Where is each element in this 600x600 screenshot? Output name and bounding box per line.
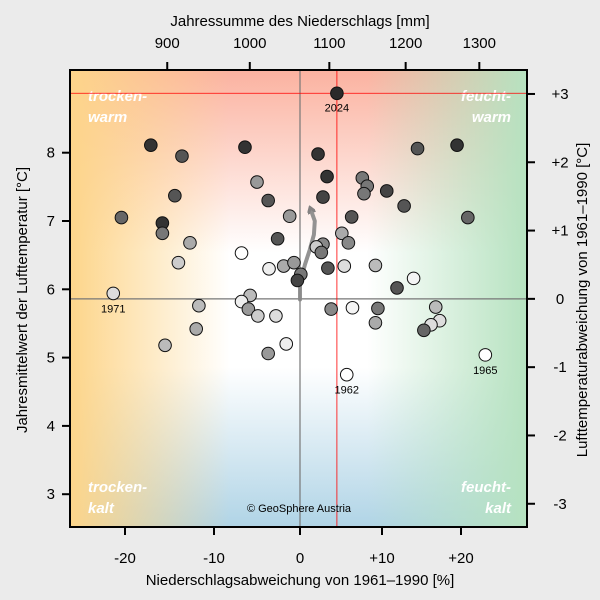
quadrant-label-top-right: feucht-	[461, 88, 511, 105]
y2-tick-label: 0	[556, 291, 564, 308]
data-point	[251, 309, 265, 323]
data-point	[357, 186, 371, 201]
data-point	[379, 184, 394, 198]
data-point	[330, 86, 344, 101]
point-labels: 1971 1962 1965 2024	[101, 102, 498, 396]
data-point	[144, 138, 158, 152]
data-point	[106, 286, 121, 301]
data-point	[337, 259, 352, 273]
data-points	[106, 86, 493, 382]
x2-tick-label: 900	[155, 35, 180, 52]
y2-tick-label: +2	[551, 154, 568, 171]
y-tick-label: 7	[47, 213, 55, 230]
data-point	[320, 169, 334, 184]
quadrant-label-bottom-right: kalt	[485, 500, 512, 517]
data-point	[171, 255, 186, 270]
data-point	[279, 337, 294, 351]
data-point	[189, 322, 203, 336]
y2-tick-label: -1	[553, 359, 566, 376]
data-point	[183, 236, 197, 250]
data-point	[368, 258, 383, 273]
bottom-axis-title: Niederschlagsabweichung von 1961–1990 [%…	[146, 572, 455, 589]
quadrant-label-top-left: warm	[88, 109, 127, 126]
x-tick-label: +20	[448, 550, 473, 567]
highlight-year-label: 2024	[325, 102, 349, 114]
data-point	[345, 300, 360, 315]
data-point	[158, 338, 172, 353]
y2-tick-label: -2	[553, 427, 566, 444]
data-point	[316, 190, 330, 204]
data-point	[290, 273, 305, 288]
quadrant-label-top-right: warm	[472, 109, 511, 126]
data-point	[192, 298, 206, 313]
data-point	[175, 149, 189, 163]
data-point	[269, 309, 283, 323]
data-point	[339, 367, 354, 382]
data-point	[238, 140, 252, 155]
data-point	[168, 188, 182, 203]
y-tick-label: 5	[47, 350, 55, 367]
quadrant-labels: trocken-warm feucht-warm trocken-kalt feuch…	[88, 88, 512, 517]
year-label: 1965	[473, 365, 497, 377]
data-point	[324, 302, 338, 316]
y2-tick-label: +3	[551, 86, 568, 103]
copyright-text: © GeoSphere Austria	[247, 503, 352, 515]
x2-tick-label: 1200	[389, 35, 422, 52]
data-point	[410, 141, 425, 156]
right-axis-title: Lufttemperaturabweichung von 1961–1990 […	[574, 143, 591, 458]
x-tick-label: 0	[296, 550, 304, 567]
data-point	[478, 348, 493, 362]
year-label: 1962	[334, 385, 358, 397]
y-tick-label: 6	[47, 281, 55, 298]
x2-tick-label: 1300	[463, 35, 496, 52]
quadrant-label-bottom-left: kalt	[88, 500, 115, 517]
data-point	[341, 236, 356, 250]
data-point	[262, 262, 276, 276]
quadrant-label-top-left: trocken-	[88, 88, 147, 105]
data-point	[311, 147, 325, 161]
x2-tick-label: 1100	[313, 35, 345, 52]
y-tick-label: 4	[47, 418, 55, 435]
data-point	[250, 175, 264, 189]
data-point	[282, 209, 297, 224]
data-point	[287, 255, 301, 270]
data-point	[155, 226, 170, 241]
quadrant-label-bottom-left: trocken-	[88, 479, 147, 496]
y-tick-label: 3	[47, 486, 55, 503]
x-tick-label: +10	[369, 550, 394, 567]
data-point	[321, 261, 335, 275]
data-point	[261, 193, 275, 208]
top-axis-title: Jahressumme des Niederschlags [mm]	[170, 13, 429, 30]
data-point	[428, 300, 443, 314]
data-point	[344, 210, 359, 224]
x-tick-label: -10	[203, 550, 225, 567]
data-point	[368, 315, 383, 330]
data-point	[450, 138, 464, 152]
data-point	[241, 302, 256, 316]
data-point	[406, 271, 421, 286]
data-point	[234, 246, 249, 260]
y2-tick-label: +1	[551, 223, 568, 240]
year-label: 1971	[101, 303, 125, 315]
left-axis-title: Jahresmittelwert der Lufttemperatur [°C]	[14, 167, 31, 433]
data-point	[417, 323, 431, 338]
y-tick-label: 8	[47, 145, 55, 162]
data-point	[270, 231, 285, 246]
y2-tick-label: -3	[553, 496, 566, 513]
data-point	[314, 245, 329, 260]
data-point	[261, 346, 275, 361]
data-point	[114, 210, 129, 225]
x2-tick-label: 1000	[233, 35, 266, 52]
x-tick-label: -20	[114, 550, 136, 567]
data-point	[390, 281, 404, 295]
data-point	[461, 210, 475, 225]
data-point	[371, 301, 385, 316]
data-point	[397, 199, 411, 213]
quadrant-label-bottom-right: feucht-	[461, 479, 511, 496]
data-point	[335, 226, 349, 241]
